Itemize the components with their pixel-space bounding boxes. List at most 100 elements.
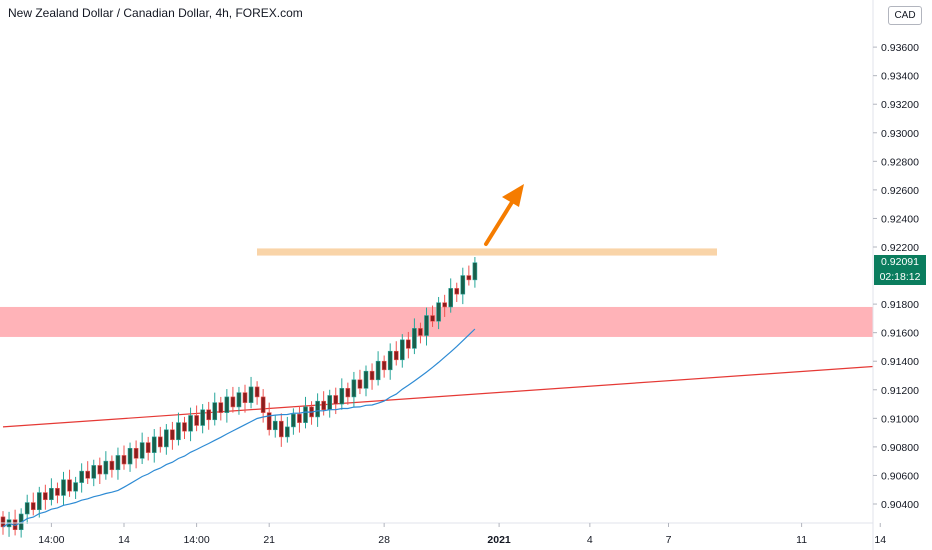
- y-tick-label: 0.92800: [881, 156, 919, 168]
- y-tick-label: 0.91000: [881, 413, 919, 425]
- last-price-badge: 0.92091: [874, 254, 926, 270]
- candle-body: [121, 455, 127, 465]
- price-axis[interactable]: 0.93600 0.93400 0.93200 0.93000 0.92800 0.926…: [873, 42, 919, 511]
- candle-body: [412, 328, 417, 349]
- moving-average-layer: [2, 328, 476, 528]
- candle-body: [97, 465, 103, 475]
- candle-body: [0, 516, 6, 528]
- y-tick-label: 0.90800: [881, 442, 919, 454]
- candle-body: [430, 315, 435, 322]
- candles-layer: [0, 256, 478, 538]
- candle-body: [164, 429, 169, 448]
- candle-body: [333, 395, 339, 405]
- candle-body: [248, 386, 254, 403]
- candle-body: [24, 502, 30, 515]
- candle-body: [357, 379, 363, 389]
- x-tick-label: 14: [118, 534, 130, 546]
- candle-body: [351, 379, 357, 398]
- trendline-layer: [2, 365, 874, 428]
- candle-body: [254, 386, 260, 398]
- candle-body: [472, 262, 478, 281]
- x-tick-label: 21: [263, 534, 275, 546]
- candle-body: [399, 339, 405, 361]
- arrow-shaft: [484, 197, 516, 246]
- candle-body: [73, 482, 78, 492]
- y-tick-label: 0.92600: [881, 185, 919, 197]
- candle-body: [200, 409, 205, 426]
- candle-body: [327, 395, 333, 411]
- y-tick-label: 0.90400: [881, 499, 919, 511]
- moving-average-line: [2, 328, 476, 528]
- candle-body: [381, 360, 387, 371]
- candle-body: [230, 396, 236, 408]
- candle-body: [297, 413, 302, 423]
- zones-layer: [0, 248, 873, 337]
- candle-body: [151, 436, 157, 453]
- candle-body: [393, 350, 399, 361]
- candle-body: [436, 302, 441, 322]
- candle-body: [49, 487, 54, 501]
- y-tick-label: 0.92200: [881, 242, 919, 254]
- candle-body: [339, 388, 345, 405]
- candle-body: [182, 422, 187, 432]
- x-tick-label: 28: [378, 534, 390, 546]
- candle-body: [188, 415, 193, 432]
- candle-body: [224, 396, 230, 413]
- trendline: [2, 365, 874, 428]
- candle-body: [67, 479, 72, 492]
- y-tick-label: 0.91800: [881, 299, 919, 311]
- candle-body: [133, 448, 139, 459]
- candle-body: [170, 429, 175, 441]
- x-tick-label: 4: [587, 534, 593, 546]
- candle-body: [115, 455, 121, 471]
- x-tick-label: 11: [796, 534, 807, 546]
- candle-body: [212, 402, 218, 421]
- candle-body: [109, 460, 115, 471]
- countdown-badge: 02:18:12: [874, 269, 926, 285]
- candle-body: [30, 502, 36, 511]
- x-tick-label: 14:00: [38, 534, 64, 546]
- candle-body: [363, 370, 369, 389]
- candle-body: [91, 465, 97, 479]
- candle-body: [206, 409, 211, 421]
- candle-body: [406, 339, 411, 349]
- candle-body: [454, 288, 460, 295]
- candle-body: [127, 448, 133, 465]
- x-tick-label: 14:00: [183, 534, 209, 546]
- candle-body: [236, 392, 242, 408]
- y-tick-label: 0.92400: [881, 213, 919, 225]
- y-tick-label: 0.90600: [881, 470, 919, 482]
- candle-body: [369, 370, 375, 381]
- candle-body: [260, 396, 266, 413]
- candle-body: [272, 420, 278, 431]
- candle-body: [242, 392, 248, 403]
- candle-body: [36, 492, 42, 511]
- candle-body: [194, 415, 199, 426]
- time-axis[interactable]: 14:00 14 14:00 21 28 2021 4 7 11 14: [38, 523, 886, 546]
- candle-body: [387, 350, 393, 371]
- x-tick-label: 7: [666, 534, 672, 546]
- y-tick-label: 0.93000: [881, 128, 919, 140]
- arrow-head: [502, 184, 524, 207]
- candle-body: [442, 302, 447, 308]
- candle-body: [460, 275, 466, 295]
- candle-body: [418, 328, 423, 336]
- y-tick-label: 0.91400: [881, 356, 919, 368]
- candle-body: [103, 460, 109, 475]
- candle-body: [61, 479, 66, 496]
- candle-body: [375, 360, 381, 381]
- currency-button[interactable]: CAD: [888, 6, 922, 25]
- x-tick-label: 2021: [487, 534, 511, 546]
- candle-body: [139, 442, 145, 459]
- y-tick-label: 0.91600: [881, 328, 919, 340]
- candle-body: [321, 400, 326, 411]
- candle-body: [145, 442, 151, 453]
- candle-body: [158, 436, 163, 448]
- y-tick-label: 0.91200: [881, 385, 919, 397]
- candle-body: [424, 315, 429, 336]
- y-tick-label: 0.93400: [881, 71, 919, 83]
- candle-body: [85, 470, 90, 479]
- candle-body: [315, 400, 320, 418]
- y-tick-label: 0.93600: [881, 42, 919, 54]
